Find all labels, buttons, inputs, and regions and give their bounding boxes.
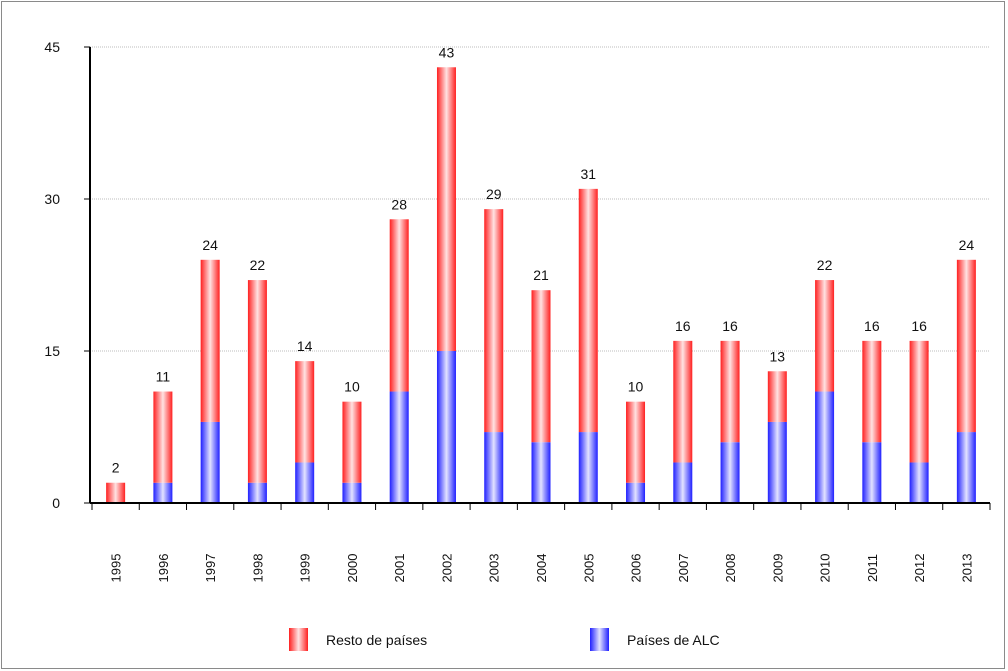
x-category-label: 2004: [534, 554, 549, 583]
bar-segment-alc: [484, 432, 504, 503]
x-category-label: 2010: [818, 554, 833, 583]
data-label: 24: [202, 237, 218, 253]
data-label: 16: [675, 318, 691, 334]
data-label: 10: [628, 379, 644, 395]
bar-segment-alc: [436, 351, 456, 503]
data-label: 14: [297, 338, 313, 354]
bar-segment-resto: [815, 280, 835, 392]
x-category-label: 2012: [912, 554, 927, 583]
bar-segment-alc: [200, 421, 220, 503]
bar-segment-alc: [531, 442, 551, 503]
x-category-label: 1995: [109, 554, 124, 583]
bar-segment-resto: [200, 259, 220, 422]
data-label: 16: [722, 318, 738, 334]
x-category-label: 1999: [298, 554, 313, 583]
bar-segment-alc: [862, 442, 882, 503]
bar-segment-resto: [862, 340, 882, 443]
bar-segment-alc: [342, 482, 362, 503]
legend: Resto de países Países de ALC: [289, 628, 720, 651]
x-category-label: 2013: [959, 554, 974, 583]
x-category-label: 2008: [723, 554, 738, 583]
bar-segment-resto: [106, 482, 126, 503]
x-category-label: 2005: [581, 554, 596, 583]
data-label: 31: [580, 166, 596, 182]
bars: [106, 67, 976, 503]
bar-segment-alc: [815, 391, 835, 503]
labels: 2 1995 11 1996 24 1997 22 1998 14 1999 10 2000 28 200…: [109, 44, 975, 582]
bar-segment-alc: [626, 482, 646, 503]
x-category-label: 2001: [392, 554, 407, 583]
x-category-label: 1997: [203, 554, 218, 583]
bar-segment-resto: [673, 340, 693, 463]
y-tick-label: 45: [44, 39, 60, 55]
data-label: 43: [439, 44, 455, 60]
data-label: 24: [959, 237, 975, 253]
legend-label: Resto de países: [326, 632, 427, 648]
bar-segment-alc: [909, 462, 929, 503]
y-tick-label: 0: [52, 495, 60, 511]
data-label: 28: [391, 196, 407, 212]
data-label: 29: [486, 186, 502, 202]
bar-segment-resto: [247, 280, 267, 483]
bar-segment-resto: [909, 340, 929, 463]
data-label: 16: [864, 318, 880, 334]
bar-segment-alc: [295, 462, 315, 503]
data-label: 2: [112, 460, 120, 476]
legend-swatch: [590, 628, 609, 651]
data-label: 13: [770, 348, 786, 364]
bar-segment-resto: [531, 290, 551, 443]
data-label: 22: [817, 257, 833, 273]
bar-segment-resto: [720, 340, 740, 443]
bar-segment-resto: [153, 391, 173, 483]
data-label: 10: [344, 379, 360, 395]
bar-segment-alc: [247, 482, 267, 503]
bar-segment-resto: [578, 188, 598, 433]
y-tick-label: 15: [44, 343, 60, 359]
legend-swatch: [289, 628, 308, 651]
data-label: 21: [533, 267, 549, 283]
bar-segment-alc: [153, 482, 173, 503]
x-category-label: 2006: [629, 554, 644, 583]
bar-segment-resto: [342, 401, 362, 483]
bar-segment-resto: [484, 209, 504, 433]
bar-segment-alc: [389, 391, 409, 503]
bar-segment-resto: [389, 219, 409, 392]
x-category-label: 2003: [487, 554, 502, 583]
x-category-label: 2007: [676, 554, 691, 583]
bar-segment-resto: [436, 67, 456, 352]
bar-segment-alc: [767, 421, 787, 503]
x-category-label: 2009: [770, 554, 785, 583]
data-label: 22: [250, 257, 266, 273]
y-tick-label: 30: [44, 191, 60, 207]
bar-segment-alc: [673, 462, 693, 503]
bar-segment-resto: [956, 259, 976, 433]
bar-segment-alc: [578, 432, 598, 503]
x-category-label: 1998: [250, 554, 265, 583]
bar-segment-resto: [626, 401, 646, 483]
bar-segment-alc: [720, 442, 740, 503]
x-category-label: 2011: [865, 554, 880, 582]
bar-segment-alc: [956, 432, 976, 503]
x-category-label: 2000: [345, 554, 360, 583]
bar-segment-resto: [295, 361, 315, 463]
axes: 0 15 30 45: [44, 39, 991, 511]
data-label: 11: [156, 369, 171, 385]
x-category-label: 2002: [439, 554, 454, 583]
data-label: 16: [911, 318, 927, 334]
bar-segment-resto: [767, 371, 787, 422]
legend-label: Países de ALC: [627, 632, 720, 648]
x-category-label: 1996: [156, 554, 171, 583]
